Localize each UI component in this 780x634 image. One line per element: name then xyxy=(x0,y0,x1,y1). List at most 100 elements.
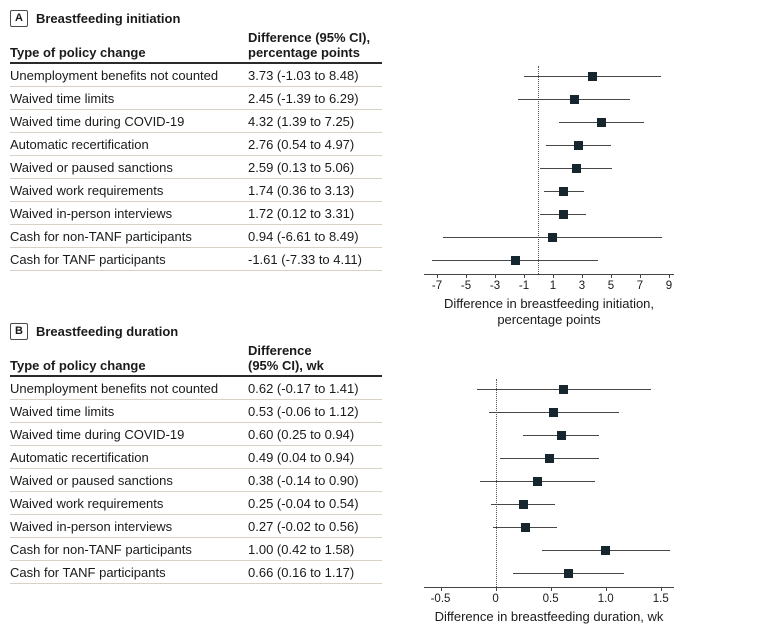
table-row: Waived in-person interviews 1.72 (0.12 to… xyxy=(10,202,382,225)
x-axis-tick-label: 5 xyxy=(607,280,615,292)
x-axis-tick-label: 0 xyxy=(492,593,499,605)
point-estimate-marker xyxy=(545,453,555,463)
estimate-ci-text: 1.00 (0.42 to 1.58) xyxy=(248,541,355,557)
x-axis-tick-label: 1.5 xyxy=(652,593,669,605)
policy-label: Waived time limits xyxy=(10,90,115,106)
table-row: Waived time limits 0.53 (-0.06 to 1.12) xyxy=(10,400,382,423)
col1-header: Type of policy change xyxy=(10,358,146,373)
panel-title: Breastfeeding duration xyxy=(35,323,179,339)
estimate-ci-text: 0.27 (-0.02 to 0.56) xyxy=(248,518,359,534)
estimate-ci-text: 0.49 (0.04 to 0.94) xyxy=(248,449,355,465)
table-row: Waived work requirements 1.74 (0.36 to 3.… xyxy=(10,179,382,202)
estimate-ci-text: 1.74 (0.36 to 3.13) xyxy=(248,182,355,198)
estimate-ci-text: 0.94 (-6.61 to 8.49) xyxy=(248,228,359,244)
x-axis-title: Difference in breastfeeding initiation, … xyxy=(424,296,674,328)
table-row: Waived time during COVID-19 0.60 (0.25 to… xyxy=(10,423,382,446)
x-axis-tick xyxy=(660,587,662,591)
panel-title: Breastfeeding initiation xyxy=(35,10,181,26)
policy-label: Waived time limits xyxy=(10,403,115,419)
estimate-ci-text: 0.53 (-0.06 to 1.12) xyxy=(248,403,359,419)
policy-label: Waived or paused sanctions xyxy=(10,159,173,175)
point-estimate-marker xyxy=(520,522,530,532)
x-axis-tick xyxy=(550,587,552,591)
col2-header: Difference (95% CI), percentage points xyxy=(248,30,382,60)
x-axis-line xyxy=(424,587,674,588)
col2-header-line1: Difference xyxy=(248,343,312,358)
table-row: Waived in-person interviews 0.27 (-0.02 t… xyxy=(10,515,382,538)
table-row: Waived time limits 2.45 (-1.39 to 6.29) xyxy=(10,87,382,110)
table-row: Cash for TANF participants 0.66 (0.16 to … xyxy=(10,561,382,584)
x-axis-tick-label: 9 xyxy=(665,280,673,292)
col2-header-line1: Difference (95% CI), xyxy=(248,30,371,45)
table-row: Waived time during COVID-19 4.32 (1.39 to… xyxy=(10,110,382,133)
panel-title-row: B Breastfeeding duration xyxy=(10,319,382,343)
x-axis-tick-label: 0.5 xyxy=(542,593,559,605)
zero-refline xyxy=(538,66,540,274)
policy-table-body: Unemployment benefits not counted 3.73 (-… xyxy=(10,64,382,271)
x-axis-tick xyxy=(610,274,612,278)
x-axis-title-line2: percentage points xyxy=(497,312,601,327)
policy-label: Waived in-person interviews xyxy=(10,205,173,221)
policy-table: B Breastfeeding duration Type of policy … xyxy=(10,319,382,584)
point-estimate-marker xyxy=(571,163,581,173)
estimate-ci-text: 3.73 (-1.03 to 8.48) xyxy=(248,67,359,83)
point-estimate-marker xyxy=(559,384,569,394)
estimate-ci-text: 0.62 (-0.17 to 1.41) xyxy=(248,380,359,396)
x-axis-tick-label: 1 xyxy=(549,280,557,292)
x-axis-title: Difference in breastfeeding duration, wk xyxy=(424,609,674,625)
x-axis-tick xyxy=(440,587,442,591)
x-axis-tick-label: -7 xyxy=(431,280,443,292)
table-row: Automatic recertification 0.49 (0.04 to 0… xyxy=(10,446,382,469)
policy-label: Waived work requirements xyxy=(10,182,164,198)
point-estimate-marker xyxy=(601,545,611,555)
table-row: Unemployment benefits not counted 0.62 (-… xyxy=(10,377,382,400)
x-axis-tick-label: -3 xyxy=(489,280,501,292)
panel-a: A Breastfeeding initiation Type of polic… xyxy=(0,6,780,327)
x-axis-tick-label: 3 xyxy=(578,280,586,292)
x-axis-tick xyxy=(581,274,583,278)
x-axis-tick xyxy=(495,587,497,591)
forest-plot: -7 -5 -3 -1 1 3 5 7 9 xyxy=(424,64,674,292)
point-estimate-marker xyxy=(569,94,579,104)
col1-header: Type of policy change xyxy=(10,45,146,60)
plot-column: -7 -5 -3 -1 1 3 5 7 9 Difference in breastfeedin… xyxy=(382,6,780,327)
point-estimate-marker xyxy=(563,568,573,578)
point-estimate-marker xyxy=(559,186,569,196)
table-row: Cash for TANF participants -1.61 (-7.33 t… xyxy=(10,248,382,271)
table-row: Waived work requirements 0.25 (-0.04 to 0… xyxy=(10,492,382,515)
x-axis-title-line1: Difference in breastfeeding initiation, xyxy=(443,296,655,311)
policy-label: Cash for TANF participants xyxy=(10,564,166,580)
policy-label: Cash for non-TANF participants xyxy=(10,541,192,557)
policy-table-header: Type of policy change Difference (95% CI… xyxy=(10,343,382,377)
col2-header: Difference (95% CI), wk xyxy=(248,343,382,373)
point-estimate-marker xyxy=(573,140,583,150)
estimate-ci-text: 0.25 (-0.04 to 0.54) xyxy=(248,495,359,511)
table-row: Cash for non-TANF participants 0.94 (-6.6… xyxy=(10,225,382,248)
table-row: Automatic recertification 2.76 (0.54 to 4… xyxy=(10,133,382,156)
panel-label-box: B xyxy=(10,322,28,340)
policy-label: Waived time during COVID-19 xyxy=(10,113,185,129)
table-row: Waived or paused sanctions 2.59 (0.13 to … xyxy=(10,156,382,179)
policy-label: Automatic recertification xyxy=(10,449,149,465)
policy-table-body: Unemployment benefits not counted 0.62 (-… xyxy=(10,377,382,584)
estimate-ci-text: 4.32 (1.39 to 7.25) xyxy=(248,113,355,129)
estimate-ci-text: 0.38 (-0.14 to 0.90) xyxy=(248,472,359,488)
x-axis-tick xyxy=(524,274,525,278)
policy-label: Automatic recertification xyxy=(10,136,149,152)
panel-title-row: A Breastfeeding initiation xyxy=(10,6,382,30)
estimate-ci-text: 0.66 (0.16 to 1.17) xyxy=(248,564,355,580)
table-row: Unemployment benefits not counted 3.73 (-… xyxy=(10,64,382,87)
x-axis-title-line1: Difference in breastfeeding duration, wk xyxy=(434,609,664,624)
x-axis-tick xyxy=(552,274,554,278)
panel-label-box: A xyxy=(10,9,28,27)
estimate-ci-text: -1.61 (-7.33 to 4.11) xyxy=(248,251,362,267)
estimate-ci-text: 0.60 (0.25 to 0.94) xyxy=(248,426,355,442)
x-axis-tick-label: -5 xyxy=(460,280,472,292)
point-estimate-marker xyxy=(549,407,559,417)
point-estimate-marker xyxy=(557,430,567,440)
x-axis-tick xyxy=(605,587,607,591)
x-axis-tick xyxy=(639,274,641,278)
point-estimate-marker xyxy=(596,117,606,127)
x-axis-line xyxy=(424,274,674,275)
